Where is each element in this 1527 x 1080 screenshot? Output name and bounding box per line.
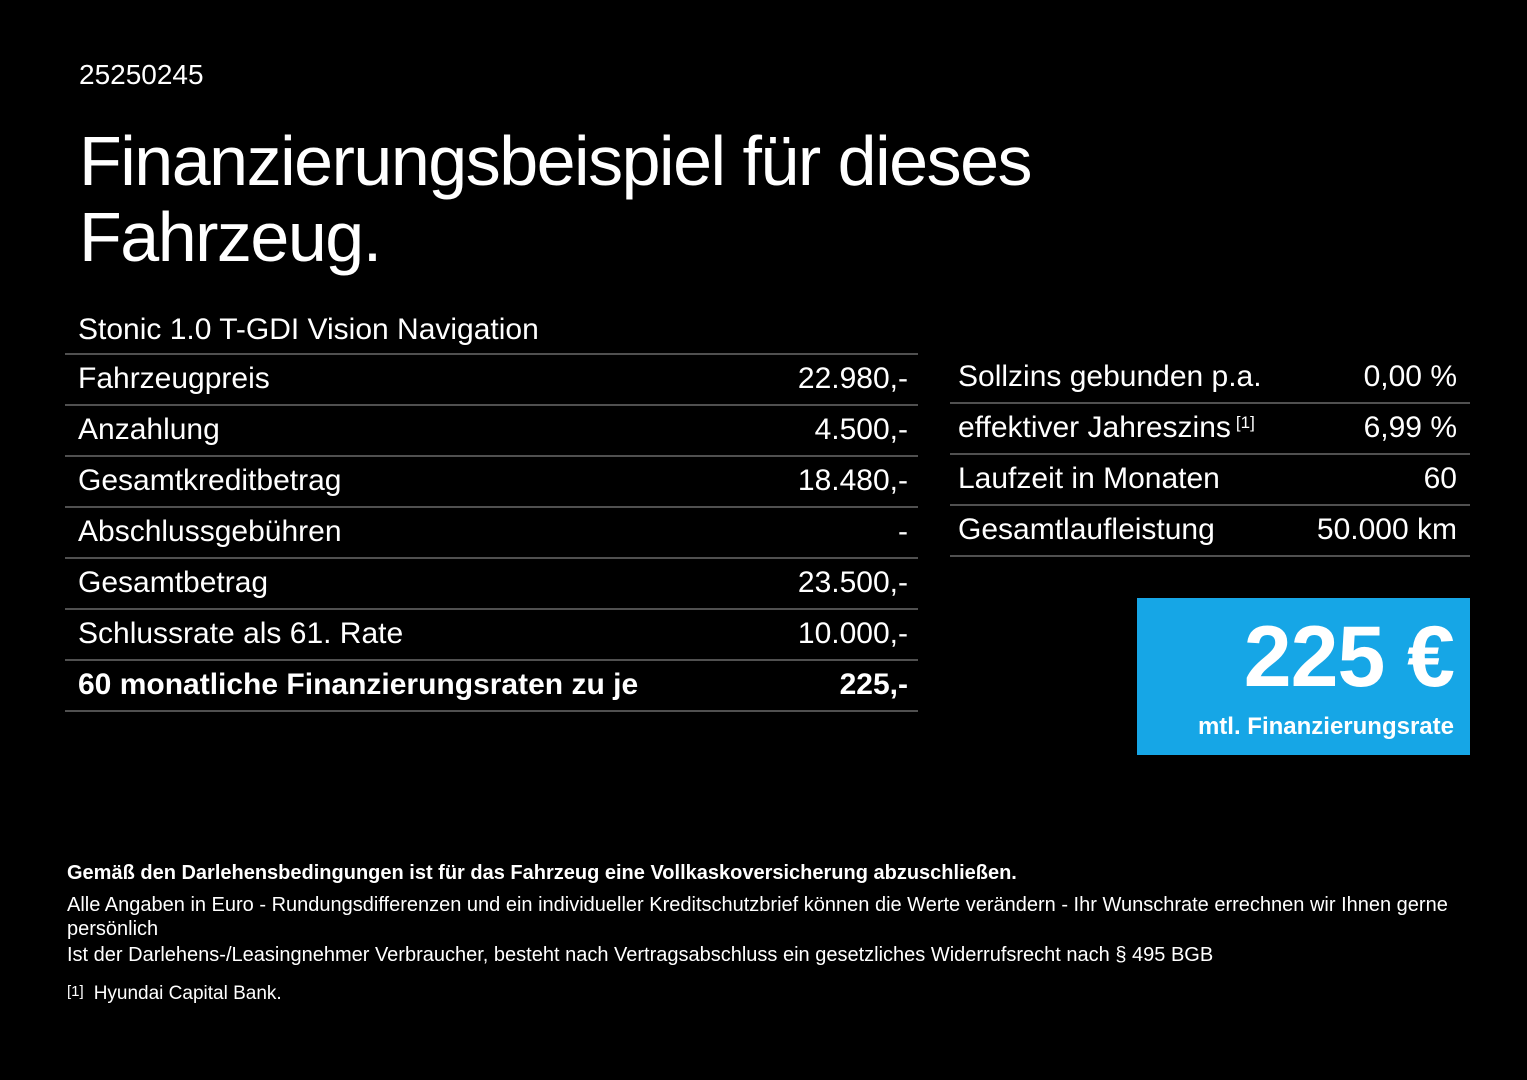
financing-details: Stonic 1.0 T-GDI Vision Navigation Fahrz… xyxy=(65,307,1470,755)
table-row-gesamtkreditbetrag: Gesamtkreditbetrag 18.480,- xyxy=(65,454,918,506)
row-label: Sollzins gebunden p.a. xyxy=(958,360,1262,394)
row-label: Fahrzeugpreis xyxy=(78,362,270,396)
row-label-text: effektiver Jahreszins xyxy=(958,411,1231,445)
row-label: Laufzeit in Monaten xyxy=(958,462,1220,496)
financing-table-left: Fahrzeugpreis 22.980,- Anzahlung 4.500,-… xyxy=(65,352,918,712)
disclaimer-line-1: Alle Angaben in Euro - Rundungsdifferenz… xyxy=(67,893,1448,940)
table-row-laufzeit: Laufzeit in Monaten 60 xyxy=(950,455,1470,506)
table-row-gesamtlaufleistung: Gesamtlaufleistung 50.000 km xyxy=(950,506,1470,557)
table-row-gesamtbetrag: Gesamtbetrag 23.500,- xyxy=(65,556,918,608)
footnote-mark: [1] xyxy=(67,982,84,1000)
table-row-sollzins: Sollzins gebunden p.a. 0,00 % xyxy=(950,353,1470,404)
row-value: 18.480,- xyxy=(797,464,908,498)
table-row-anzahlung: Anzahlung 4.500,- xyxy=(65,403,918,455)
insurance-requirement-note: Gemäß den Darlehensbedingungen ist für d… xyxy=(67,861,1017,884)
footnote-reference-mark: [1] xyxy=(1235,413,1255,433)
legal-footer: Gemäß den Darlehensbedingungen ist für d… xyxy=(67,861,1470,1005)
row-label: Gesamtlaufleistung xyxy=(958,513,1215,547)
disclaimer-line-2: Ist der Darlehens-/Leasingnehmer Verbrau… xyxy=(67,943,1214,966)
row-label: Schlussrate als 61. Rate xyxy=(78,617,404,651)
financing-table-right: Sollzins gebunden p.a. 0,00 % effektiver… xyxy=(950,353,1470,557)
row-value: 225,- xyxy=(839,668,908,702)
monthly-rate-highlight-box: 225 € mtl. Finanzierungsrate xyxy=(1137,597,1470,755)
row-label: Anzahlung xyxy=(78,413,220,447)
right-column: Sollzins gebunden p.a. 0,00 % effektiver… xyxy=(950,307,1470,755)
table-row-schlussrate: Schlussrate als 61. Rate 10.000,- xyxy=(65,607,918,659)
row-value: 0,00 % xyxy=(1363,360,1457,394)
monthly-rate-amount: 225 € xyxy=(1243,608,1455,705)
row-value: - xyxy=(898,515,908,549)
table-row-monatliche-raten: 60 monatliche Finanzierungsraten zu je 2… xyxy=(65,658,918,710)
row-value: 50.000 km xyxy=(1316,513,1457,547)
footnote: [1] Hyundai Capital Bank. xyxy=(67,981,1470,1005)
row-value: 23.500,- xyxy=(797,566,908,600)
monthly-rate-caption: mtl. Finanzierungsrate xyxy=(1197,712,1454,740)
table-row-fahrzeugpreis: Fahrzeugpreis 22.980,- xyxy=(65,352,918,404)
left-column: Stonic 1.0 T-GDI Vision Navigation Fahrz… xyxy=(65,307,918,755)
row-label: effektiver Jahreszins [1] xyxy=(958,411,1255,445)
row-label: Gesamtbetrag xyxy=(78,566,269,600)
page-title: Finanzierungsbeispiel für dieses Fahrzeu… xyxy=(79,123,1470,275)
page-title-line-2: Fahrzeug. xyxy=(79,197,382,276)
footnote-text: Hyundai Capital Bank. xyxy=(93,982,282,1004)
row-value: 22.980,- xyxy=(797,362,908,396)
row-label: 60 monatliche Finanzierungsraten zu je xyxy=(78,668,639,702)
row-value: 4.500,- xyxy=(814,413,908,447)
table-row-abschlussgebuehren: Abschlussgebühren - xyxy=(65,505,918,557)
table-row-effektiver-jahreszins: effektiver Jahreszins [1] 6,99 % xyxy=(950,404,1470,455)
row-value: 6,99 % xyxy=(1363,411,1457,445)
document-number: 25250245 xyxy=(79,59,204,90)
vehicle-model-subtitle: Stonic 1.0 T-GDI Vision Navigation xyxy=(78,312,539,346)
page-title-line-1: Finanzierungsbeispiel für dieses xyxy=(79,121,1033,200)
row-label: Abschlussgebühren xyxy=(78,515,342,549)
row-value: 60 xyxy=(1423,462,1457,496)
row-value: 10.000,- xyxy=(797,617,908,651)
row-label: Gesamtkreditbetrag xyxy=(78,464,342,498)
